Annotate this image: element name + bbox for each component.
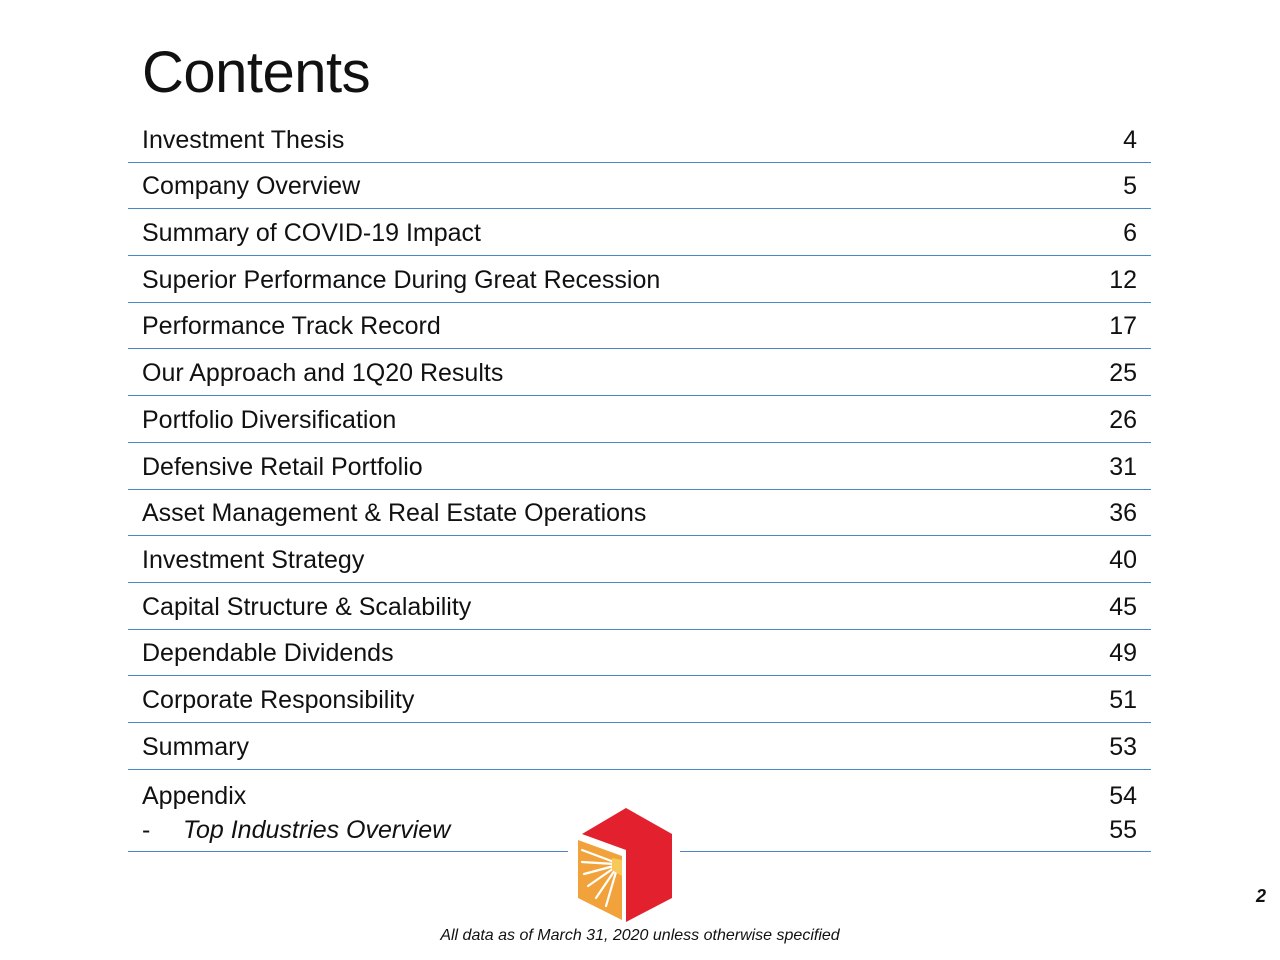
toc-page-number: 5 <box>1123 172 1137 201</box>
toc-label: Appendix <box>142 781 247 810</box>
toc-page-number: 31 <box>1109 452 1137 481</box>
toc-page-number: 6 <box>1123 219 1137 248</box>
toc-label: Corporate Responsibility <box>142 685 415 714</box>
toc-sub-page-number: 55 <box>1109 815 1137 844</box>
toc-sub-bullet: - <box>142 815 151 844</box>
toc-label: Summary <box>142 732 249 761</box>
toc-page-number: 54 <box>1109 781 1137 810</box>
toc-row-defensive-retail[interactable]: Defensive Retail Portfolio 31 <box>128 443 1151 490</box>
toc-label: Summary of COVID-19 Impact <box>142 219 481 248</box>
toc-label: Capital Structure & Scalability <box>142 592 472 621</box>
toc-label: Investment Thesis <box>142 125 345 154</box>
slide-page-number: 2 <box>1255 886 1266 906</box>
table-of-contents: Investment Thesis 4 Company Overview 5 S… <box>128 116 1151 852</box>
toc-row-dependable-dividends[interactable]: Dependable Dividends 49 <box>128 630 1151 677</box>
toc-row-portfolio-diversification[interactable]: Portfolio Diversification 26 <box>128 396 1151 443</box>
toc-row-asset-management[interactable]: Asset Management & Real Estate Operation… <box>128 490 1151 537</box>
company-logo-icon <box>568 806 680 922</box>
toc-row-investment-strategy[interactable]: Investment Strategy 40 <box>128 536 1151 583</box>
toc-row-summary[interactable]: Summary 53 <box>128 723 1151 770</box>
toc-page-number: 26 <box>1109 405 1137 434</box>
toc-row-great-recession[interactable]: Superior Performance During Great Recess… <box>128 256 1151 303</box>
toc-label: Asset Management & Real Estate Operation… <box>142 499 647 528</box>
toc-row-appendix[interactable]: Appendix 54 - Top Industries Overview 55 <box>128 770 1151 852</box>
toc-label: Superior Performance During Great Recess… <box>142 265 661 294</box>
toc-page-number: 25 <box>1109 359 1137 388</box>
toc-page-number: 51 <box>1109 685 1137 714</box>
toc-label: Investment Strategy <box>142 545 365 574</box>
toc-page-number: 17 <box>1109 312 1137 341</box>
toc-page-number: 45 <box>1109 592 1137 621</box>
toc-page-number: 36 <box>1109 499 1137 528</box>
toc-label: Defensive Retail Portfolio <box>142 452 423 481</box>
toc-page-number: 40 <box>1109 545 1137 574</box>
toc-page-number: 12 <box>1109 265 1137 294</box>
toc-sub-label[interactable]: Top Industries Overview <box>183 815 451 844</box>
toc-label: Our Approach and 1Q20 Results <box>142 359 504 388</box>
toc-row-approach-results[interactable]: Our Approach and 1Q20 Results 25 <box>128 349 1151 397</box>
toc-row-corporate-responsibility[interactable]: Corporate Responsibility 51 <box>128 676 1151 723</box>
toc-page-number: 49 <box>1109 639 1137 668</box>
toc-page-number: 4 <box>1123 125 1137 154</box>
toc-row-covid-impact[interactable]: Summary of COVID-19 Impact 6 <box>128 209 1151 257</box>
toc-label: Dependable Dividends <box>142 639 394 668</box>
toc-row-company-overview[interactable]: Company Overview 5 <box>128 163 1151 210</box>
toc-label: Company Overview <box>142 172 361 201</box>
toc-label: Performance Track Record <box>142 312 441 341</box>
toc-row-track-record[interactable]: Performance Track Record 17 <box>128 303 1151 350</box>
footnote: All data as of March 31, 2020 unless oth… <box>440 927 840 944</box>
toc-page-number: 53 <box>1109 732 1137 761</box>
toc-row-investment-thesis[interactable]: Investment Thesis 4 <box>128 116 1151 163</box>
page-title: Contents <box>142 40 371 105</box>
toc-row-capital-structure[interactable]: Capital Structure & Scalability 45 <box>128 583 1151 630</box>
toc-label: Portfolio Diversification <box>142 405 397 434</box>
